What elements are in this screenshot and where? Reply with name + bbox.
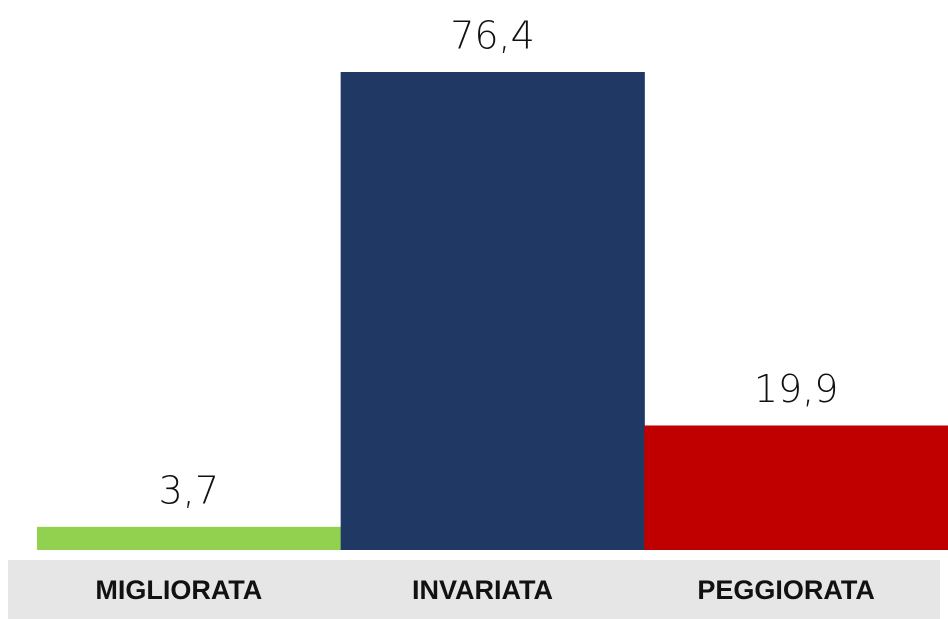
value-label: 76,4 [450,14,535,58]
x-tick-label: PEGGIORATA [697,575,875,605]
bar [644,425,948,550]
value-label: 19,9 [754,367,839,411]
x-tick-label: MIGLIORATA [95,575,262,605]
value-label: 3,7 [159,468,219,512]
bar [37,526,342,550]
bar [340,72,645,550]
category-band [8,560,940,619]
x-tick-label: INVARIATA [412,575,553,605]
